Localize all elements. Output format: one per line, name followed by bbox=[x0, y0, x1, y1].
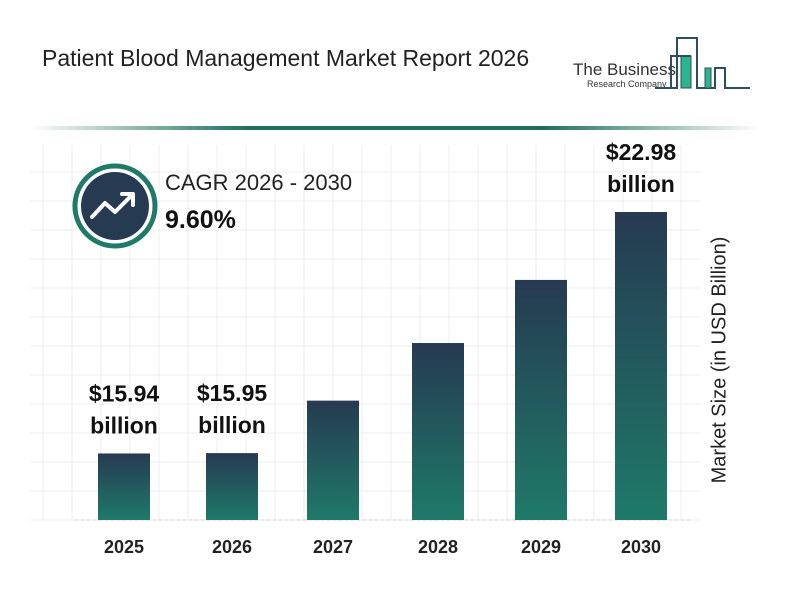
bar-2030 bbox=[615, 212, 667, 520]
bar-2026 bbox=[206, 453, 258, 520]
x-tick-label: 2027 bbox=[313, 537, 353, 557]
x-tick-label: 2029 bbox=[521, 537, 561, 557]
svg-text:The Business: The Business bbox=[573, 60, 676, 79]
bar-2025 bbox=[98, 453, 150, 520]
x-tick-label: 2030 bbox=[621, 537, 661, 557]
y-axis-label: Market Size (in USD Billion) bbox=[708, 236, 731, 484]
x-tick-label: 2026 bbox=[212, 537, 252, 557]
data-label: $15.94 billion bbox=[89, 380, 160, 438]
header-divider bbox=[30, 126, 760, 130]
bar-2028 bbox=[412, 343, 464, 520]
svg-text:Research Company: Research Company bbox=[587, 79, 667, 89]
data-label: $22.98 billion bbox=[606, 139, 677, 197]
bar-2029 bbox=[515, 279, 567, 520]
page-title: Patient Blood Management Market Report 2… bbox=[42, 45, 530, 71]
data-label: $15.95 billion bbox=[197, 380, 268, 438]
bar-2027 bbox=[307, 400, 359, 520]
x-tick-label: 2028 bbox=[418, 537, 458, 557]
company-logo: The Business Research Company bbox=[573, 37, 750, 89]
x-tick-label: 2025 bbox=[104, 537, 144, 557]
cagr-label: CAGR 2026 - 2030 bbox=[165, 170, 353, 195]
cagr-value: 9.60% bbox=[165, 206, 236, 234]
trending-up-icon bbox=[72, 163, 158, 249]
